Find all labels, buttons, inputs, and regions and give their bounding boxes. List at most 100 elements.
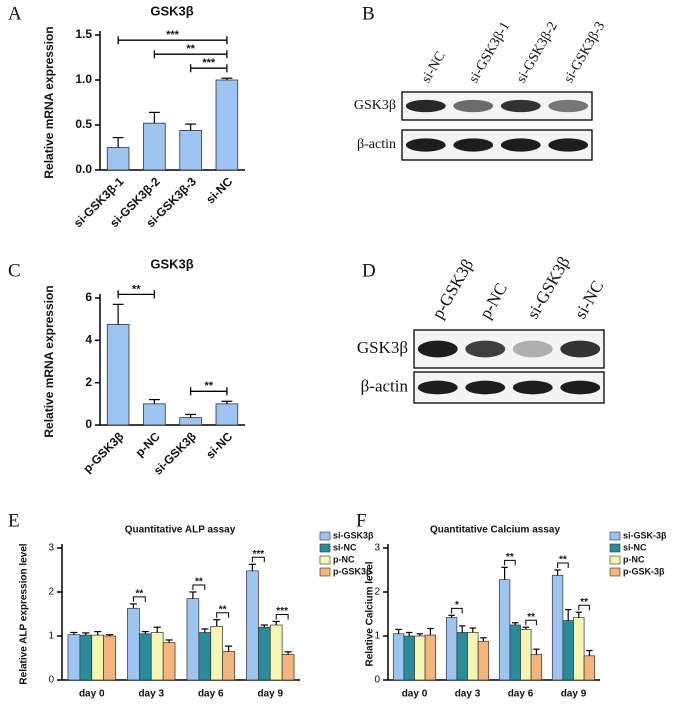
blot-band [453, 99, 494, 113]
legend-swatch [319, 531, 331, 541]
bar [210, 625, 223, 681]
bar [91, 634, 104, 681]
legend-label: si-GSK3β [333, 530, 374, 540]
bar [583, 655, 596, 681]
significance-bracket [189, 387, 228, 396]
y-tick-label: 1.0 [75, 72, 92, 86]
row-label: GSK3β [354, 98, 396, 113]
bar [150, 632, 164, 681]
significance-bracket [578, 604, 590, 611]
bar [530, 654, 543, 681]
chart-title: GSK3β [150, 256, 193, 271]
y-tick-label: 2 [85, 375, 92, 389]
legend-swatch [609, 567, 621, 577]
x-tick-label: day 9 [561, 689, 587, 700]
row-label: GSK3β [357, 338, 408, 357]
bar [143, 122, 166, 171]
blot-band [512, 340, 553, 358]
y-tick-label: 1.5 [75, 27, 92, 41]
significance-bracket [153, 50, 228, 59]
significance-label: ** [195, 577, 203, 588]
x-tick-label: day 6 [198, 689, 224, 700]
significance-label: ** [580, 597, 588, 608]
bar [414, 635, 426, 681]
significance-bracket [192, 584, 206, 590]
x-tick-label: day 6 [508, 689, 534, 700]
significance-bracket [132, 596, 146, 602]
significance-bracket [525, 619, 537, 626]
legend-label: si-NC [333, 542, 357, 552]
blot-band [560, 380, 601, 395]
significance-label: ** [132, 283, 141, 295]
y-tick-label: 0.5 [75, 117, 92, 131]
bar [551, 574, 564, 681]
significance-bracket [275, 613, 289, 620]
y-axis-label: Relative mRNA expression [42, 26, 56, 178]
bar [258, 626, 271, 681]
chart-title: GSK3β [150, 3, 193, 18]
panel-letter: F [356, 510, 367, 531]
significance-label: ** [559, 555, 567, 566]
bar [573, 617, 585, 681]
x-tick-label: day 3 [455, 689, 481, 700]
bar [106, 324, 130, 426]
significance-label: ** [135, 589, 143, 600]
panel-letter: D [362, 260, 376, 281]
y-tick-label: 1 [48, 631, 54, 642]
bar [424, 634, 437, 681]
significance-label: ** [506, 552, 514, 563]
significance-bracket [251, 556, 265, 563]
x-tick-label: p-NC [133, 429, 163, 459]
y-tick-label: 1 [374, 631, 380, 642]
y-tick-label: 2 [48, 587, 54, 598]
y-axis-label: Relative mRNA expression [42, 285, 56, 437]
bar [103, 635, 116, 681]
legend-swatch [609, 555, 621, 565]
significance-label: * [455, 600, 459, 611]
panel-letter: A [8, 3, 22, 24]
lane-label: si-NC [571, 277, 608, 322]
legend-label: si-NC [623, 542, 647, 552]
lane-label: si-GSK3β-2 [514, 19, 561, 85]
blot-band [417, 340, 458, 358]
bar [186, 598, 200, 681]
bar [79, 634, 93, 681]
panel-letter: C [8, 260, 21, 281]
significance-label: *** [253, 549, 265, 560]
bar [215, 403, 239, 426]
panel-letter: B [362, 3, 375, 24]
blot-band [465, 340, 506, 358]
blot-band [405, 138, 446, 152]
significance-label: ** [204, 380, 213, 392]
blot-band [500, 99, 541, 113]
blot-band [405, 99, 446, 113]
chart-title: Quantitative Calcium assay [430, 525, 560, 536]
row-label: β-actin [357, 137, 396, 152]
bar [139, 633, 152, 681]
significance-label: ** [186, 43, 195, 55]
bar [106, 147, 130, 171]
chart-title: Quantitative ALP assay [125, 525, 236, 536]
bar [562, 620, 574, 681]
significance-bracket [216, 612, 230, 618]
blot-band [548, 138, 589, 152]
y-tick-label: 0 [374, 675, 380, 686]
significance-label: *** [166, 29, 180, 41]
y-tick-label: 0 [85, 417, 92, 431]
significance-bracket [189, 64, 228, 73]
legend-swatch [609, 543, 621, 553]
y-tick-label: 0 [48, 675, 54, 686]
blot-band [548, 99, 589, 113]
y-tick-label: 3 [48, 543, 54, 554]
bar [269, 624, 283, 681]
blot-band [465, 380, 506, 395]
significance-label: ** [527, 612, 535, 623]
significance-label: *** [276, 606, 288, 617]
legend-swatch [319, 555, 331, 565]
bar [392, 633, 405, 681]
legend-swatch [319, 567, 331, 577]
bar [456, 632, 468, 681]
significance-label: *** [202, 57, 216, 69]
lane-label: p-NC [476, 280, 511, 322]
bar [222, 651, 235, 681]
